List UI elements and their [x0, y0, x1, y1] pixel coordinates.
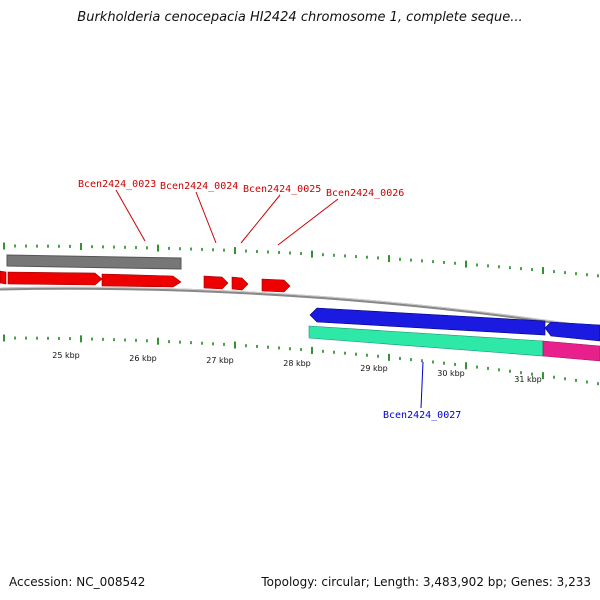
gene-label-bcen2424-0024[interactable]: Bcen2424_0024	[160, 181, 238, 192]
chromosome-backbone-highlight	[0, 286, 600, 329]
scale-label-30: 30 kbp	[437, 369, 465, 378]
gene-label-bcen2424-0026[interactable]: Bcen2424_0026	[326, 188, 404, 199]
forward-gene[interactable]	[101, 273, 182, 288]
forward-gene[interactable]	[261, 278, 291, 293]
accession-label: Accession: NC_008542	[9, 575, 146, 589]
scale-labels: 25 kbp 26 kbp 27 kbp 28 kbp 29 kbp 30 kb…	[52, 351, 542, 384]
leader-line	[195, 191, 217, 244]
scale-label-28: 28 kbp	[283, 359, 311, 368]
leader-line	[240, 194, 281, 244]
scale-label-27: 27 kbp	[206, 356, 234, 365]
forward-gene[interactable]	[231, 276, 249, 291]
leader-line	[115, 189, 146, 242]
leader-line	[420, 361, 424, 409]
gray-feature-block	[6, 254, 182, 270]
scale-label-26: 26 kbp	[129, 354, 157, 363]
gene-labels: Bcen2424_0023 Bcen2424_0024 Bcen2424_002…	[78, 179, 461, 421]
genome-summary: Topology: circular; Length: 3,483,902 bp…	[261, 575, 591, 589]
forward-gene[interactable]	[203, 275, 229, 290]
top-tick-row	[3, 242, 599, 278]
forward-gene[interactable]	[7, 271, 103, 286]
reverse-gene[interactable]	[544, 321, 600, 342]
scale-label-25: 25 kbp	[52, 351, 80, 360]
gene-label-bcen2424-0027[interactable]: Bcen2424_0027	[383, 410, 461, 421]
scale-label-31: 31 kbp	[514, 375, 542, 384]
forward-gene[interactable]	[0, 270, 7, 285]
leader-line	[277, 198, 339, 246]
gene-label-bcen2424-0025[interactable]: Bcen2424_0025	[243, 184, 321, 195]
reverse-genes	[309, 307, 600, 342]
chromosome-backbone	[0, 286, 600, 331]
bottom-tick-row	[3, 334, 599, 386]
chromosome-title: Burkholderia cenocepacia HI2424 chromoso…	[77, 10, 523, 25]
forward-genes	[0, 270, 291, 293]
gene-label-bcen2424-0023[interactable]: Bcen2424_0023	[78, 179, 156, 190]
scale-label-29: 29 kbp	[360, 364, 388, 373]
label-leaders	[115, 189, 424, 409]
pink-feature-block	[542, 340, 600, 362]
